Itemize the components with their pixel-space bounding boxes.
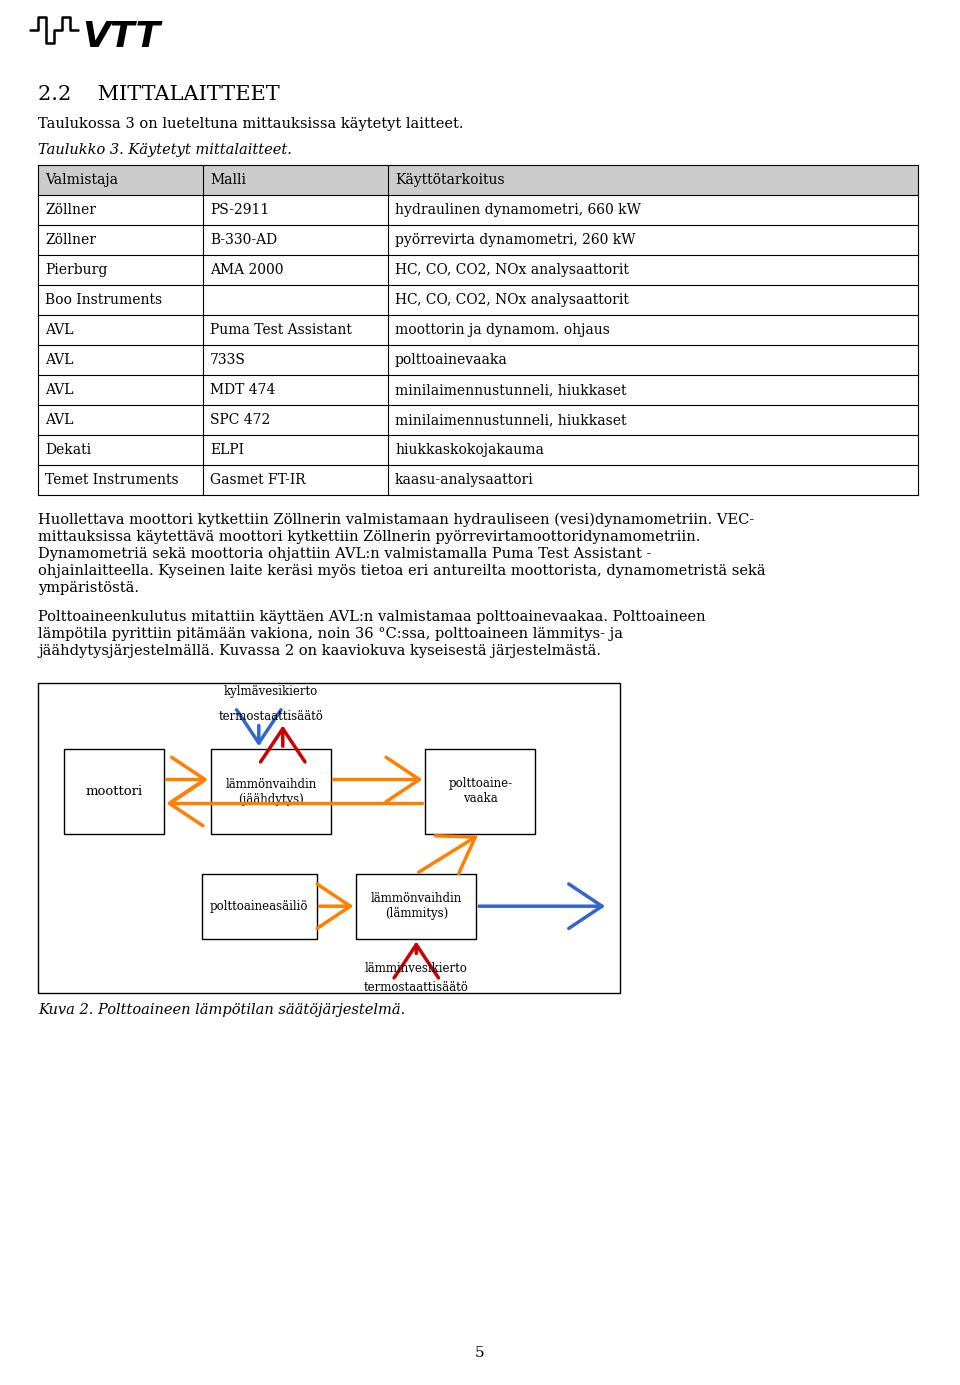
Text: Käyttötarkoitus: Käyttötarkoitus bbox=[395, 173, 505, 187]
Text: kaasu-analysaattori: kaasu-analysaattori bbox=[395, 474, 534, 488]
Text: mittauksissa käytettävä moottori kytkettiin Zöllnerin pyörrevirtamoottoridynamom: mittauksissa käytettävä moottori kytkett… bbox=[38, 530, 701, 544]
Text: Huollettava moottori kytkettiin Zöllnerin valmistamaan hydrauliseen (vesi)dynamo: Huollettava moottori kytkettiin Zöllneri… bbox=[38, 512, 755, 528]
Text: Dekati: Dekati bbox=[45, 443, 91, 457]
Text: HC, CO, CO2, NOx analysaattorit: HC, CO, CO2, NOx analysaattorit bbox=[395, 294, 629, 307]
Text: Zöllner: Zöllner bbox=[45, 233, 96, 247]
Text: AMA 2000: AMA 2000 bbox=[210, 263, 283, 277]
Text: MDT 474: MDT 474 bbox=[210, 384, 276, 397]
Text: 2.2    MITTALAITTEET: 2.2 MITTALAITTEET bbox=[38, 84, 279, 104]
Text: moottorin ja dynamom. ohjaus: moottorin ja dynamom. ohjaus bbox=[395, 323, 610, 337]
Text: HC, CO, CO2, NOx analysaattorit: HC, CO, CO2, NOx analysaattorit bbox=[395, 263, 629, 277]
Text: Taulukossa 3 on lueteltuna mittauksissa käytetyt laitteet.: Taulukossa 3 on lueteltuna mittauksissa … bbox=[38, 116, 464, 132]
Text: minilaimennustunneli, hiukkaset: minilaimennustunneli, hiukkaset bbox=[395, 384, 627, 397]
Text: SPC 472: SPC 472 bbox=[210, 413, 271, 427]
Text: Gasmet FT-IR: Gasmet FT-IR bbox=[210, 474, 305, 488]
Text: Puma Test Assistant: Puma Test Assistant bbox=[210, 323, 352, 337]
Text: Temet Instruments: Temet Instruments bbox=[45, 474, 179, 488]
Text: Kuva 2. Polttoaineen lämpötilan säätöjärjestelmä.: Kuva 2. Polttoaineen lämpötilan säätöjär… bbox=[38, 1003, 405, 1017]
Text: kylmävesikierto: kylmävesikierto bbox=[224, 686, 318, 698]
Text: Polttoaineenkulutus mitattiin käyttäen AVL:n valmistamaa polttoainevaakaa. Poltt: Polttoaineenkulutus mitattiin käyttäen A… bbox=[38, 609, 706, 625]
Bar bbox=[211, 749, 331, 834]
Text: hydraulinen dynamometri, 660 kW: hydraulinen dynamometri, 660 kW bbox=[395, 204, 641, 217]
Bar bbox=[356, 874, 476, 939]
Bar bbox=[38, 165, 918, 195]
Text: lämminvesikierto: lämminvesikierto bbox=[365, 963, 468, 975]
Text: termostaattisäätö: termostaattisäätö bbox=[364, 981, 468, 993]
Text: minilaimennustunneli, hiukkaset: minilaimennustunneli, hiukkaset bbox=[395, 413, 627, 427]
Text: AVL: AVL bbox=[45, 353, 74, 367]
Text: AVL: AVL bbox=[45, 384, 74, 397]
Text: jäähdytysjärjestelmällä. Kuvassa 2 on kaaviokuva kyseisestä järjestelmästä.: jäähdytysjärjestelmällä. Kuvassa 2 on ka… bbox=[38, 644, 601, 658]
Text: termostaattisäätö: termostaattisäätö bbox=[218, 711, 324, 723]
Text: Dynamometriä sekä moottoria ohjattiin AVL:n valmistamalla Puma Test Assistant -: Dynamometriä sekä moottoria ohjattiin AV… bbox=[38, 547, 652, 561]
Text: AVL: AVL bbox=[45, 413, 74, 427]
Text: polttoaine-
vaaka: polttoaine- vaaka bbox=[448, 777, 513, 806]
Text: moottori: moottori bbox=[85, 785, 142, 798]
Text: 5: 5 bbox=[475, 1346, 485, 1360]
Bar bbox=[63, 749, 163, 834]
Text: AVL: AVL bbox=[45, 323, 74, 337]
Bar bbox=[38, 683, 620, 993]
Text: polttoainevaaka: polttoainevaaka bbox=[395, 353, 508, 367]
Text: B-330-AD: B-330-AD bbox=[210, 233, 277, 247]
Text: VTT: VTT bbox=[82, 19, 160, 54]
Text: PS-2911: PS-2911 bbox=[210, 204, 269, 217]
Text: Zöllner: Zöllner bbox=[45, 204, 96, 217]
Text: Malli: Malli bbox=[210, 173, 246, 187]
Text: lämmönvaihdin
(lämmitys): lämmönvaihdin (lämmitys) bbox=[371, 892, 462, 920]
Text: hiukkaskokojakauma: hiukkaskokojakauma bbox=[395, 443, 544, 457]
Text: Boo Instruments: Boo Instruments bbox=[45, 294, 162, 307]
Text: polttoaineasäiliö: polttoaineasäiliö bbox=[210, 900, 308, 913]
Text: lämmönvaihdin
(jäähdytys): lämmönvaihdin (jäähdytys) bbox=[226, 777, 317, 806]
Text: ohjainlaitteella. Kyseinen laite keräsi myös tietoa eri antureilta moottorista, : ohjainlaitteella. Kyseinen laite keräsi … bbox=[38, 564, 766, 578]
Bar bbox=[425, 749, 536, 834]
Text: 733S: 733S bbox=[210, 353, 246, 367]
Text: ELPI: ELPI bbox=[210, 443, 244, 457]
Text: lämpötila pyrittiin pitämään vakiona, noin 36 °C:ssa, polttoaineen lämmitys- ja: lämpötila pyrittiin pitämään vakiona, no… bbox=[38, 627, 623, 641]
Text: Taulukko 3. Käytetyt mittalaitteet.: Taulukko 3. Käytetyt mittalaitteet. bbox=[38, 143, 292, 157]
Bar bbox=[202, 874, 317, 939]
Text: ympäristöstä.: ympäristöstä. bbox=[38, 580, 139, 596]
Text: Pierburg: Pierburg bbox=[45, 263, 108, 277]
Text: pyörrevirta dynamometri, 260 kW: pyörrevirta dynamometri, 260 kW bbox=[395, 233, 636, 247]
Text: Valmistaja: Valmistaja bbox=[45, 173, 118, 187]
